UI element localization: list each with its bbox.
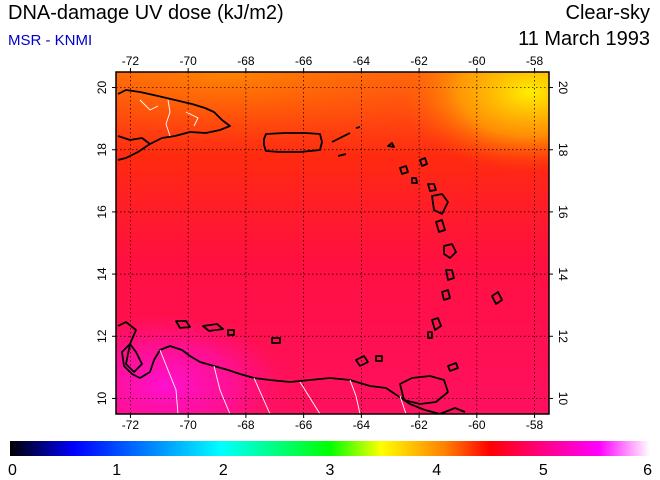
country-borders <box>139 99 407 414</box>
lake-maracaibo <box>125 343 143 373</box>
lat-label-left: 18 <box>95 143 109 157</box>
lon-label-top: -62 <box>410 54 428 68</box>
lon-label-bottom: -68 <box>237 418 255 432</box>
haiti-dr-border <box>165 99 171 137</box>
lon-label-bottom: -60 <box>468 418 486 432</box>
colorbar-tick-label: 6 <box>643 462 652 479</box>
colorbar-tick-label: 3 <box>326 462 335 479</box>
lat-label-left: 16 <box>95 205 109 219</box>
colorbar-tick-label: 2 <box>219 462 228 479</box>
lon-label-top: -58 <box>526 54 544 68</box>
lat-label-left: 12 <box>95 329 109 343</box>
lon-label-top: -64 <box>353 54 371 68</box>
lat-label-right: 10 <box>556 392 570 406</box>
lon-label-top: -60 <box>468 54 486 68</box>
graticule <box>116 72 549 414</box>
uv-dose-field <box>116 72 549 414</box>
lon-label-bottom: -70 <box>179 418 197 432</box>
coordinate-labels: -72 -72 -70 -70 -68 -68 -66 -66 -64 -64 -62 -62 -60 -… <box>95 54 570 432</box>
lon-label-top: -70 <box>179 54 197 68</box>
lat-label-left: 10 <box>95 391 109 405</box>
puerto-rico-coast <box>263 132 323 153</box>
colorbar-tick-label: 4 <box>432 462 441 479</box>
tobago <box>447 362 459 372</box>
colorbar <box>10 441 650 456</box>
lat-label-right: 18 <box>556 143 570 157</box>
lat-label-right: 16 <box>556 205 570 219</box>
map-frame <box>115 71 550 415</box>
colorbar-tick-label: 5 <box>539 462 548 479</box>
lat-label-right: 14 <box>556 267 570 281</box>
lon-label-bottom: -58 <box>526 418 544 432</box>
lat-label-left: 20 <box>95 81 109 95</box>
map-title: DNA-damage UV dose (kJ/m2) <box>8 2 284 24</box>
lon-label-bottom: -62 <box>410 418 428 432</box>
sky-condition-label: Clear-sky <box>565 2 650 24</box>
trinidad-coast <box>399 375 449 405</box>
hispaniola-west-tip <box>117 135 151 145</box>
lon-label-top: -68 <box>237 54 255 68</box>
lon-label-top: -72 <box>122 54 140 68</box>
date-label: 11 March 1993 <box>518 28 650 50</box>
colorbar-tick-label: 1 <box>112 462 121 479</box>
colorbar-labels: 0 1 2 3 4 5 6 <box>8 462 652 479</box>
coastlines <box>117 89 503 414</box>
colorbar-tick-label: 0 <box>8 462 17 479</box>
lon-label-top: -66 <box>295 54 313 68</box>
virgin-islands <box>331 126 361 157</box>
venezuela-borders <box>159 349 361 414</box>
lon-label-bottom: -72 <box>122 418 140 432</box>
lat-label-right: 12 <box>556 330 570 344</box>
lat-label-left: 14 <box>95 267 109 281</box>
source-label: MSR - KNMI <box>8 32 93 49</box>
lesser-antilles <box>387 142 503 339</box>
lat-label-right: 20 <box>556 81 570 95</box>
frame-ticks <box>112 68 553 418</box>
lon-label-bottom: -66 <box>295 418 313 432</box>
south-america-coast <box>117 321 466 414</box>
abc-islands <box>175 320 383 367</box>
lon-label-bottom: -64 <box>353 418 371 432</box>
